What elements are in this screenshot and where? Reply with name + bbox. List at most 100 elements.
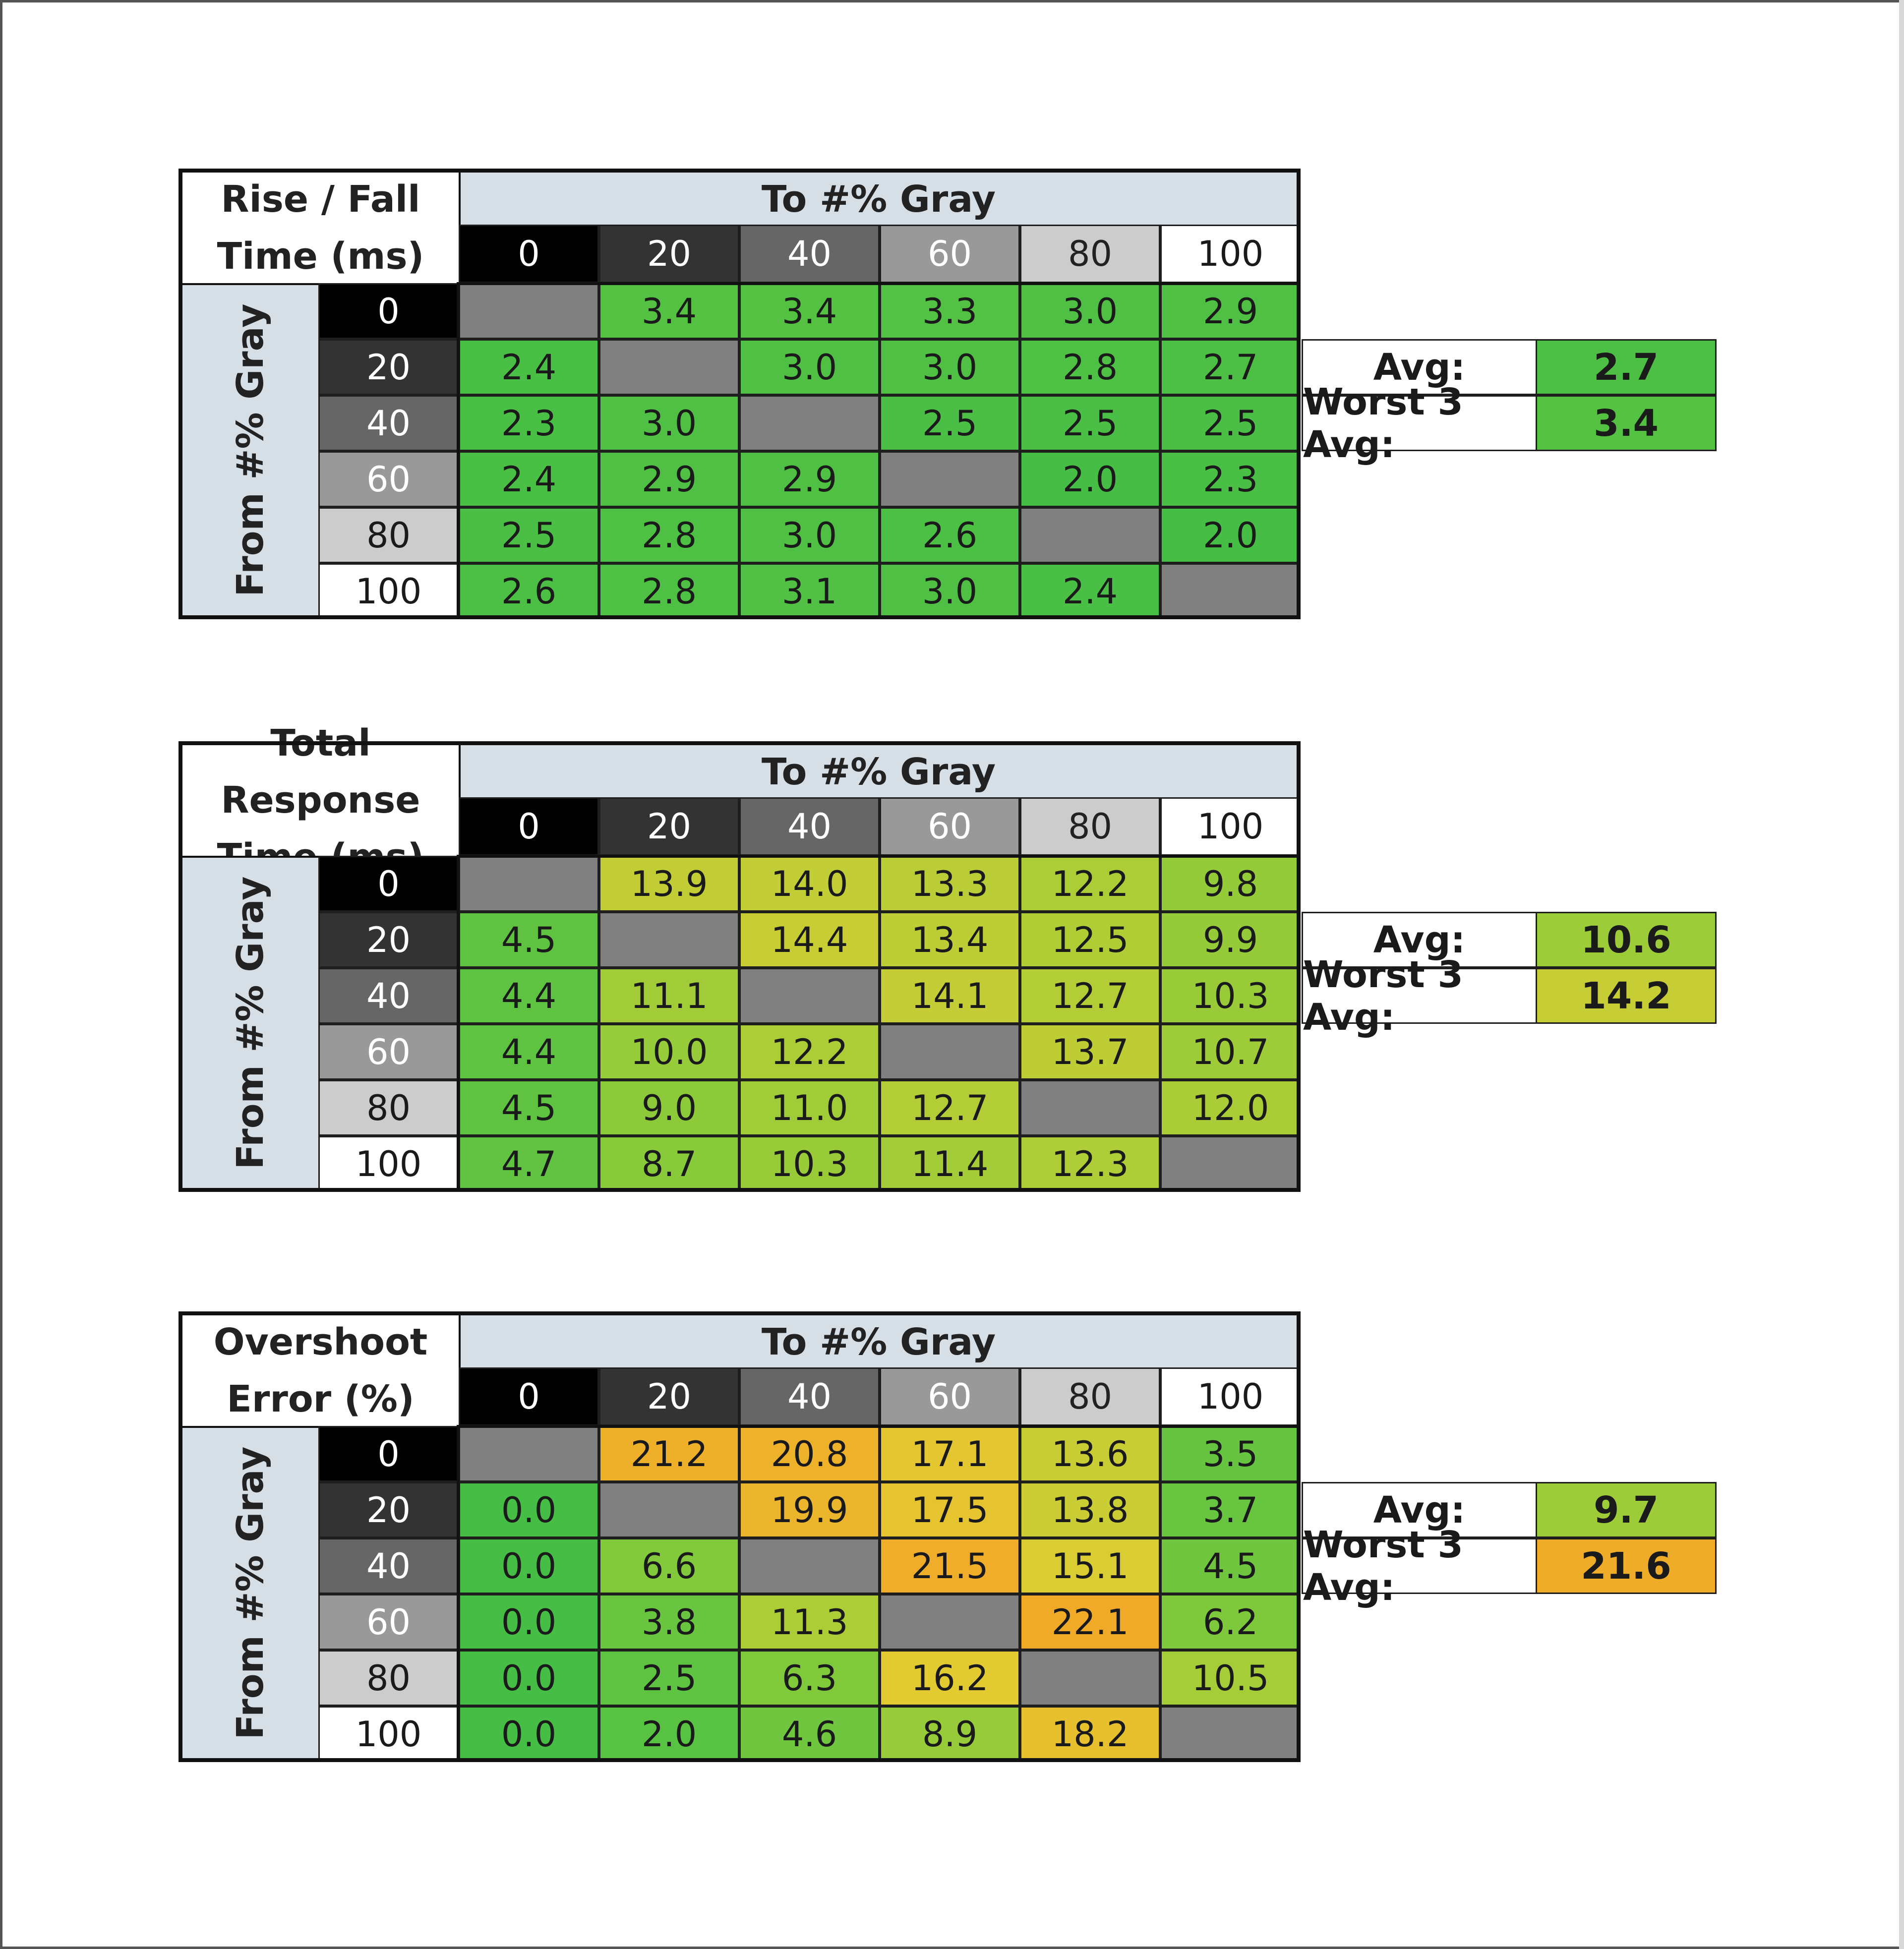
heatmap-cell: 2.4 bbox=[459, 451, 599, 507]
heatmap-cell: 3.4 bbox=[599, 283, 739, 339]
heatmap-cell-diagonal bbox=[1020, 1080, 1160, 1136]
heatmap-cell: 17.1 bbox=[880, 1426, 1020, 1482]
heatmap-cell: 13.9 bbox=[599, 856, 739, 912]
column-header: 100 bbox=[1160, 797, 1301, 856]
heatmap-cell: 2.3 bbox=[459, 395, 599, 451]
heatmap-cell: 2.5 bbox=[599, 1650, 739, 1706]
column-header: 60 bbox=[880, 1367, 1020, 1426]
summary-value: 14.2 bbox=[1536, 968, 1717, 1024]
heatmap-cell: 2.5 bbox=[880, 395, 1020, 451]
heatmap-cell: 2.5 bbox=[1020, 395, 1160, 451]
heatmap-cell-diagonal bbox=[880, 451, 1020, 507]
table-title-line: Rise / Fall bbox=[221, 177, 420, 221]
heatmap-cell-diagonal bbox=[1020, 507, 1160, 563]
heatmap-cell-diagonal bbox=[880, 1594, 1020, 1650]
column-header: 20 bbox=[599, 797, 739, 856]
table-title-line: Error (%) bbox=[227, 1377, 415, 1420]
heatmap-cell: 9.0 bbox=[599, 1080, 739, 1136]
summary-label: Avg: bbox=[1302, 339, 1537, 395]
row-header: 40 bbox=[318, 395, 459, 451]
heatmap-cell: 2.5 bbox=[1160, 395, 1301, 451]
column-header: 80 bbox=[1020, 1367, 1160, 1426]
summary-value: 10.6 bbox=[1536, 912, 1717, 968]
heatmap-cell: 3.0 bbox=[739, 339, 880, 395]
heatmap-cell: 2.0 bbox=[1160, 507, 1301, 563]
heatmap-cell: 6.2 bbox=[1160, 1594, 1301, 1650]
heatmap-cell: 6.3 bbox=[739, 1650, 880, 1706]
column-header: 60 bbox=[880, 797, 1020, 856]
heatmap-cell: 2.0 bbox=[1020, 451, 1160, 507]
heatmap-cell: 3.3 bbox=[880, 283, 1020, 339]
heatmap-cell: 3.5 bbox=[1160, 1426, 1301, 1482]
from-gray-label: From #% Gray bbox=[229, 1446, 272, 1740]
row-header: 100 bbox=[318, 563, 459, 619]
summary-label: Worst 3 Avg: bbox=[1302, 381, 1537, 466]
heatmap-cell-diagonal bbox=[459, 1426, 599, 1482]
row-header: 40 bbox=[318, 968, 459, 1024]
heatmap-cell-diagonal bbox=[599, 1482, 739, 1538]
heatmap-cell: 2.7 bbox=[1160, 339, 1301, 395]
heatmap-cell-diagonal bbox=[1020, 1650, 1160, 1706]
row-header: 60 bbox=[318, 1024, 459, 1080]
summary-value: 9.7 bbox=[1536, 1482, 1717, 1538]
heatmap-cell: 3.4 bbox=[739, 283, 880, 339]
heatmap-cell: 9.9 bbox=[1160, 912, 1301, 968]
heatmap-cell: 3.7 bbox=[1160, 1482, 1301, 1538]
heatmap-cell: 2.8 bbox=[599, 563, 739, 619]
heatmap-cell: 2.9 bbox=[739, 451, 880, 507]
row-header: 20 bbox=[318, 1482, 459, 1538]
heatmap-cell-diagonal bbox=[880, 1024, 1020, 1080]
column-header: 20 bbox=[599, 1367, 739, 1426]
heatmap-cell: 0.0 bbox=[459, 1538, 599, 1594]
heatmap-cell: 21.2 bbox=[599, 1426, 739, 1482]
row-header: 0 bbox=[318, 856, 459, 912]
row-header: 80 bbox=[318, 507, 459, 563]
heatmap-cell-diagonal bbox=[739, 395, 880, 451]
heatmap-cell: 3.8 bbox=[599, 1594, 739, 1650]
heatmap-cell: 12.7 bbox=[880, 1080, 1020, 1136]
heatmap-cell: 11.0 bbox=[739, 1080, 880, 1136]
table-title: Overshoot Error (%) bbox=[178, 1311, 459, 1426]
heatmap-cell: 14.1 bbox=[880, 968, 1020, 1024]
heatmap-cell: 3.1 bbox=[739, 563, 880, 619]
heatmap-cell: 2.6 bbox=[459, 563, 599, 619]
heatmap-cell-diagonal bbox=[739, 1538, 880, 1594]
heatmap-cell: 0.0 bbox=[459, 1650, 599, 1706]
from-gray-header: From #% Gray bbox=[178, 283, 318, 619]
heatmap-cell-diagonal bbox=[459, 856, 599, 912]
heatmap-cell: 3.0 bbox=[599, 395, 739, 451]
table-title-line: Overshoot bbox=[213, 1320, 428, 1363]
column-header: 0 bbox=[459, 797, 599, 856]
heatmap-cell: 3.0 bbox=[739, 507, 880, 563]
heatmap-cell: 2.8 bbox=[1020, 339, 1160, 395]
heatmap-cell: 0.0 bbox=[459, 1706, 599, 1762]
row-header: 60 bbox=[318, 451, 459, 507]
heatmap-cell: 9.8 bbox=[1160, 856, 1301, 912]
heatmap-cell: 19.9 bbox=[739, 1482, 880, 1538]
summary-label: Avg: bbox=[1302, 912, 1537, 968]
heatmap-cell-diagonal bbox=[459, 283, 599, 339]
summary-label: Worst 3 Avg: bbox=[1302, 953, 1537, 1039]
from-gray-label: From #% Gray bbox=[229, 876, 272, 1170]
row-header: 80 bbox=[318, 1080, 459, 1136]
heatmap-cell: 3.0 bbox=[880, 339, 1020, 395]
heatmap-cell: 2.3 bbox=[1160, 451, 1301, 507]
heatmap-cell-diagonal bbox=[1160, 1136, 1301, 1192]
heatmap-cell: 12.2 bbox=[1020, 856, 1160, 912]
heatmap-cell: 0.0 bbox=[459, 1594, 599, 1650]
heatmap-cell: 10.3 bbox=[1160, 968, 1301, 1024]
heatmap-cell: 2.4 bbox=[1020, 563, 1160, 619]
heatmap-cell-diagonal bbox=[1160, 563, 1301, 619]
heatmap-cell: 12.0 bbox=[1160, 1080, 1301, 1136]
heatmap-cell: 20.8 bbox=[739, 1426, 880, 1482]
row-header: 60 bbox=[318, 1594, 459, 1650]
heatmap-cell: 2.6 bbox=[880, 507, 1020, 563]
column-header: 80 bbox=[1020, 797, 1160, 856]
heatmap-cell: 16.2 bbox=[880, 1650, 1020, 1706]
heatmap-cell: 10.3 bbox=[739, 1136, 880, 1192]
heatmap-cell: 4.5 bbox=[1160, 1538, 1301, 1594]
heatmap-cell-diagonal bbox=[599, 912, 739, 968]
heatmap-cell: 10.5 bbox=[1160, 1650, 1301, 1706]
column-header: 20 bbox=[599, 225, 739, 283]
heatmap-cell: 13.8 bbox=[1020, 1482, 1160, 1538]
